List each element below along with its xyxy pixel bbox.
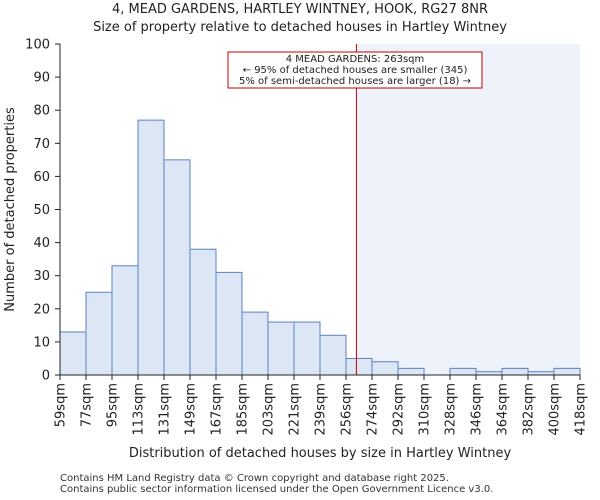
y-tick-label: 50 — [33, 203, 50, 218]
x-tick-label: 59sqm — [54, 383, 69, 427]
x-tick-label: 203sqm — [262, 383, 277, 436]
x-tick-label: 185sqm — [236, 383, 251, 436]
x-tick-label: 346sqm — [470, 383, 485, 436]
x-tick-label: 292sqm — [392, 383, 407, 436]
x-tick-label: 77sqm — [80, 383, 95, 427]
bar-95sqm — [111, 265, 139, 376]
x-tick-label: 113sqm — [132, 383, 147, 436]
y-tick-label: 100 — [25, 38, 50, 53]
y-tick-label: 10 — [33, 335, 50, 350]
y-tick-label: 60 — [33, 170, 50, 185]
bar-77sqm — [85, 291, 113, 376]
x-tick-label: 95sqm — [106, 383, 121, 427]
y-tick-label: 70 — [33, 137, 50, 152]
x-tick-label: 239sqm — [314, 383, 329, 436]
chart-title: 4, MEAD GARDENS, HARTLEY WINTNEY, HOOK, … — [111, 2, 489, 17]
x-tick-label: 328sqm — [444, 383, 459, 436]
x-tick-label: 221sqm — [288, 383, 303, 436]
bar-167sqm — [215, 271, 243, 376]
y-tick-label: 20 — [33, 302, 50, 317]
highlight-region — [356, 44, 580, 375]
bar-274sqm — [371, 361, 399, 376]
x-tick-label: 167sqm — [210, 383, 225, 436]
bar-203sqm — [267, 321, 295, 376]
annotation-line-2: ← 95% of detached houses are smaller (34… — [243, 65, 468, 76]
x-tick-label: 274sqm — [366, 383, 381, 436]
x-tick-label: 364sqm — [496, 383, 511, 436]
x-tick-label: 382sqm — [522, 383, 537, 436]
bar-364sqm — [501, 367, 529, 376]
bar-113sqm — [137, 119, 165, 376]
bar-239sqm — [319, 334, 347, 376]
bar-400sqm — [553, 367, 581, 376]
y-tick-label: 30 — [33, 269, 50, 284]
y-tick-label: 80 — [33, 104, 50, 119]
footer-line-2: Contains public sector information licen… — [60, 484, 494, 495]
y-tick-label: 0 — [42, 369, 50, 384]
bar-59sqm — [59, 331, 87, 376]
annotation-line-1: 4 MEAD GARDENS: 263sqm — [286, 54, 425, 65]
x-tick-label: 310sqm — [418, 383, 433, 436]
x-tick-label: 131sqm — [158, 383, 173, 436]
x-tick-label: 149sqm — [184, 383, 199, 436]
chart-subtitle: Size of property relative to detached ho… — [93, 20, 507, 35]
bar-328sqm — [449, 367, 477, 376]
annotation-box — [227, 51, 483, 89]
bar-185sqm — [241, 311, 269, 376]
y-tick-label: 40 — [33, 236, 50, 251]
x-tick-label: 418sqm — [574, 383, 589, 436]
x-tick-label: 256sqm — [340, 383, 355, 436]
bar-256sqm — [345, 357, 373, 376]
annotation-line-3: 5% of semi-detached houses are larger (1… — [239, 76, 471, 87]
y-tick-label: 90 — [33, 71, 50, 86]
footer-line-1: Contains HM Land Registry data © Crown c… — [60, 473, 449, 484]
bar-221sqm — [293, 321, 321, 376]
x-axis-label: Distribution of detached houses by size … — [129, 446, 512, 461]
x-tick-label: 400sqm — [548, 383, 563, 436]
y-axis-label: Number of detached properties — [3, 107, 18, 312]
bar-292sqm — [397, 367, 425, 376]
bar-131sqm — [163, 159, 191, 376]
bar-149sqm — [189, 248, 217, 376]
